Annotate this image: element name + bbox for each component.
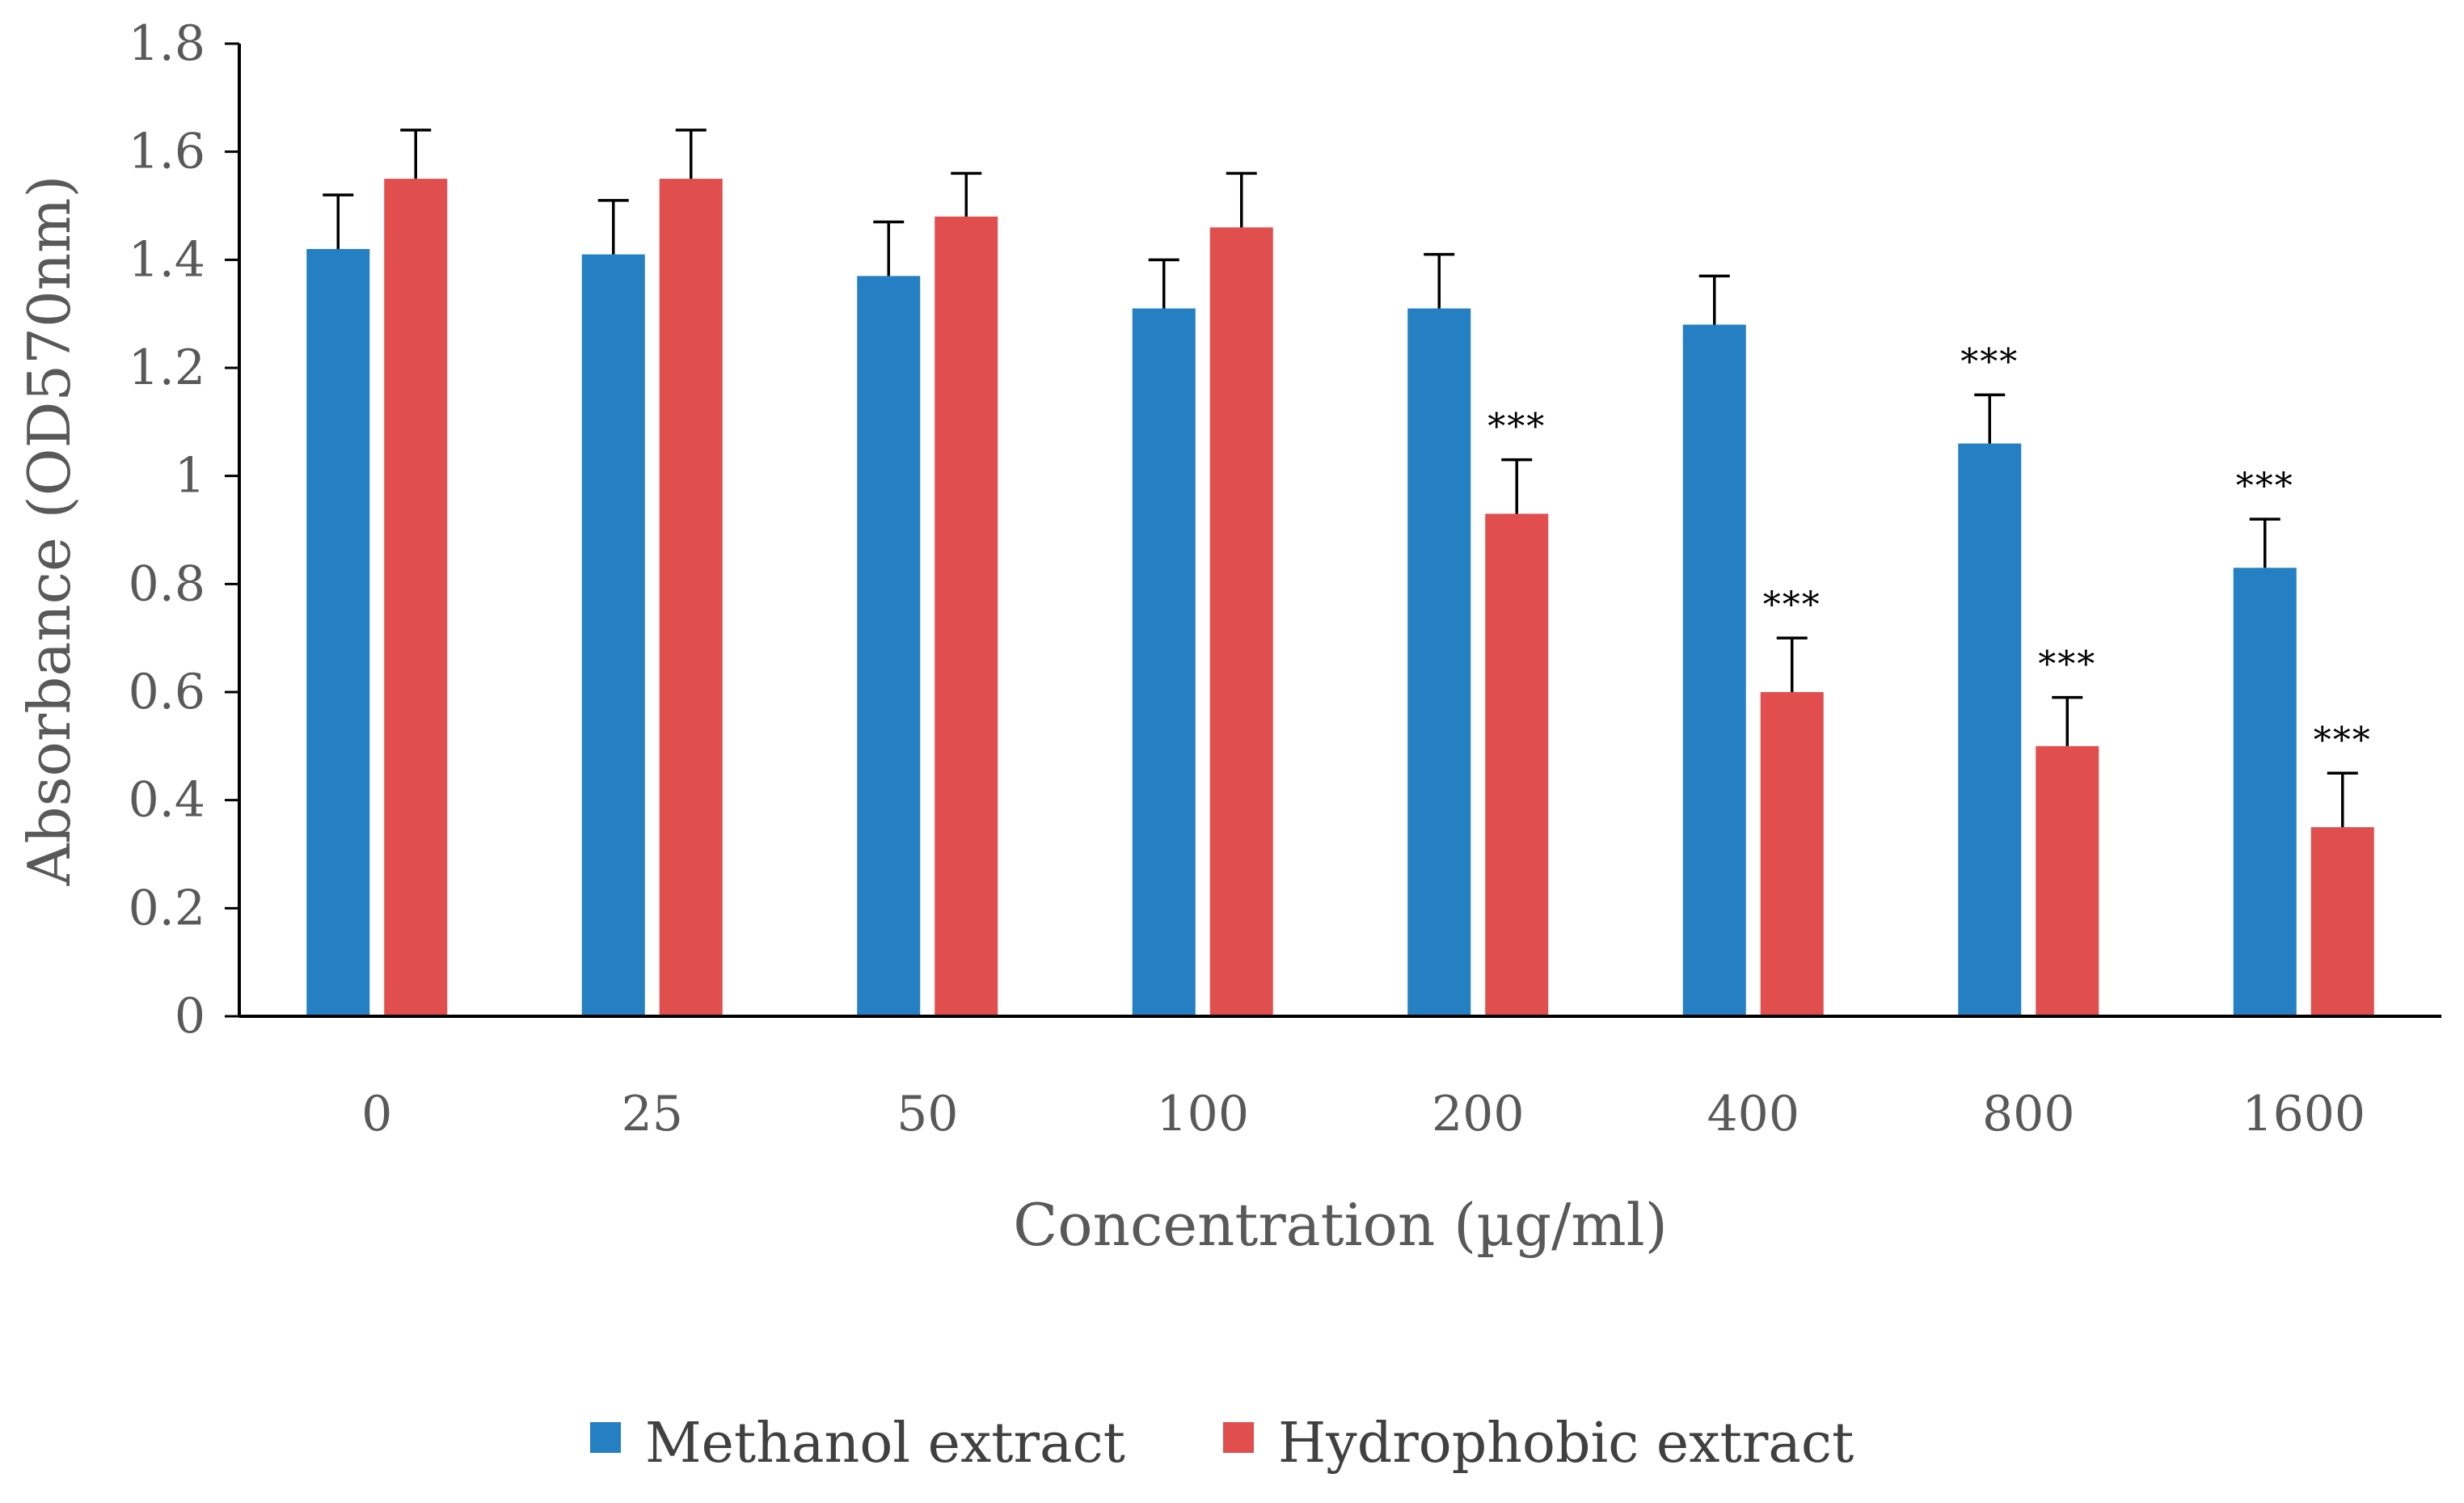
y-axis-title: Absorbance (OD570nm) (15, 175, 83, 886)
y-tick-label: 1.4 (129, 231, 205, 288)
significance-marker: *** (1487, 407, 1546, 448)
y-tick-label: 0.2 (129, 880, 205, 936)
bar-methanol (2233, 568, 2297, 1016)
bar-hydrophobic (935, 216, 998, 1016)
y-tick-label: 0.6 (129, 664, 205, 720)
bar-hydrophobic (2036, 745, 2099, 1016)
x-tick-label: 1600 (2242, 1086, 2365, 1142)
bar-hydrophobic (2310, 827, 2374, 1016)
y-tick-label: 1.8 (129, 15, 205, 72)
y-tick-label: 0 (175, 988, 205, 1045)
bars-layer: *** *** *** *** *** *** (306, 129, 2374, 1017)
x-tick-label: 800 (1982, 1086, 2075, 1142)
x-tick-label: 200 (1432, 1086, 1525, 1142)
x-tick-label: 0 (361, 1086, 392, 1142)
y-axis-ticks: 0 0.2 0.4 0.6 0.8 1 1.2 1.4 1.6 1.8 (129, 15, 239, 1045)
bar-methanol (1132, 308, 1196, 1016)
legend-swatch-methanol (590, 1422, 621, 1453)
y-tick-label: 1.6 (129, 124, 205, 180)
x-tick-label: 50 (897, 1086, 958, 1142)
y-tick-label: 0.4 (129, 772, 205, 829)
bar-methanol (1958, 443, 2022, 1016)
bar-hydrophobic (1209, 227, 1273, 1016)
legend: Methanol extract Hydrophobic extract (590, 1412, 1854, 1476)
significance-marker: *** (2038, 644, 2096, 686)
bar-methanol (857, 276, 921, 1017)
legend-label-methanol: Methanol extract (645, 1412, 1125, 1476)
bar-methanol (1682, 324, 1746, 1016)
x-tick-label: 25 (622, 1086, 683, 1142)
significance-marker: *** (2314, 720, 2372, 761)
x-tick-label: 400 (1707, 1086, 1799, 1142)
bar-hydrophobic (659, 179, 723, 1016)
bar-methanol (306, 248, 370, 1016)
legend-label-hydrophobic: Hydrophobic extract (1278, 1412, 1854, 1476)
bar-methanol (581, 254, 645, 1016)
bar-hydrophobic (1485, 513, 1549, 1016)
bar-methanol (1407, 308, 1471, 1016)
bar-hydrophobic (1760, 692, 1824, 1016)
legend-swatch-hydrophobic (1223, 1422, 1254, 1453)
significance-marker: *** (1763, 585, 1821, 626)
y-tick-label: 0.8 (129, 555, 205, 612)
significance-marker: *** (2236, 466, 2294, 507)
significance-marker: *** (1960, 341, 2019, 382)
x-tick-label: 100 (1156, 1086, 1249, 1142)
x-axis-ticks: 0 25 50 100 200 400 800 1600 (361, 1086, 2365, 1142)
y-tick-label: 1 (175, 448, 205, 505)
y-tick-label: 1.2 (129, 340, 205, 396)
bar-hydrophobic (384, 179, 448, 1016)
x-axis-title: Concentration (µg/ml) (1013, 1191, 1668, 1259)
